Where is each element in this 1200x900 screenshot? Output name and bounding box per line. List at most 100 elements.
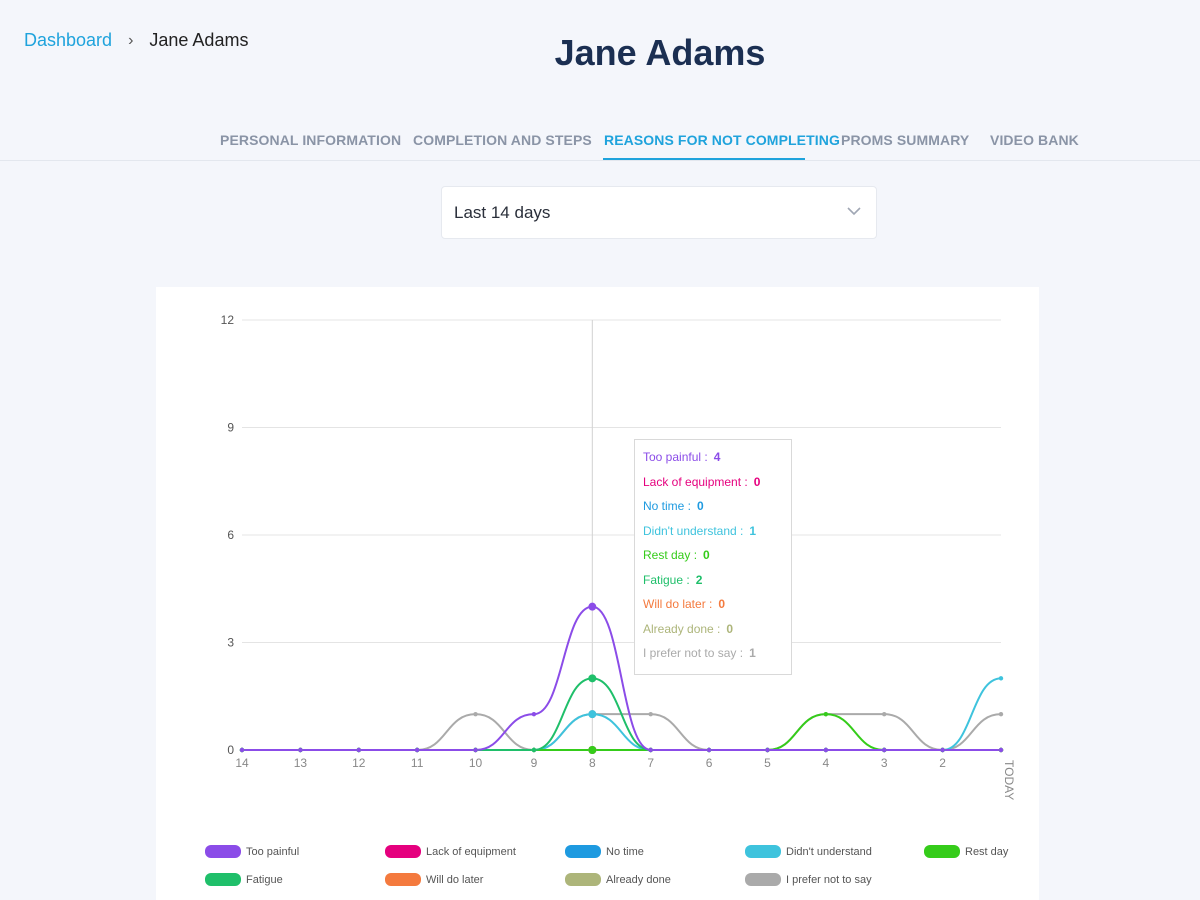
data-point [882, 711, 887, 717]
data-point [706, 747, 712, 753]
x-tick-label: 3 [881, 756, 888, 770]
tooltip-row: No time : 0 [643, 499, 783, 524]
data-point [648, 711, 653, 717]
legend-item[interactable]: Didn't understand [745, 845, 872, 858]
legend-swatch [924, 845, 960, 858]
legend-label: Fatigue [246, 873, 283, 886]
y-tick-label: 0 [227, 743, 234, 757]
breadcrumb-separator: › [128, 31, 134, 49]
data-point [239, 747, 245, 753]
data-point [588, 710, 597, 719]
legend-swatch [385, 845, 421, 858]
data-point [998, 747, 1004, 753]
tooltip-label: Will do later : [643, 597, 713, 611]
tooltip-value: 0 [718, 597, 726, 611]
legend-swatch [385, 873, 421, 886]
tooltip-value: 4 [713, 450, 721, 464]
x-tick-label: 13 [294, 756, 308, 770]
legend-item[interactable]: Already done [565, 873, 671, 886]
tooltip-label: I prefer not to say : [643, 646, 744, 660]
breadcrumb: Dashboard › Jane Adams [24, 30, 248, 51]
tooltip-label: No time : [643, 499, 692, 513]
tooltip-value: 1 [749, 523, 757, 538]
data-point [414, 747, 420, 753]
x-tick-label: 5 [764, 756, 771, 770]
chart-tooltip: Too painful : 4 Lack of equipment :0 No tim… [634, 439, 792, 675]
x-tick-label: 11 [411, 756, 424, 770]
data-point [473, 747, 478, 753]
tooltip-label: Fatigue : [643, 572, 690, 587]
tooltip-label: Didn't understand : [643, 523, 744, 538]
legend-item[interactable]: Fatigue [205, 873, 283, 886]
x-tick-label: 6 [706, 756, 713, 770]
data-point [998, 711, 1004, 717]
legend-label: Rest day [965, 845, 1009, 858]
tooltip-row: Too painful : 4 [643, 450, 783, 475]
data-point [531, 747, 537, 753]
legend-item[interactable]: Lack of equipment [385, 845, 516, 858]
x-tick-label: 2 [939, 756, 946, 770]
period-select[interactable]: Last 14 days [441, 186, 877, 239]
legend-item[interactable]: I prefer not to say [745, 873, 872, 886]
tooltip-row: Lack of equipment : 0 [643, 475, 783, 500]
x-tick-label: 9 [531, 756, 538, 770]
tooltip-row: Fatigue : 2 [643, 573, 783, 598]
data-point [588, 674, 597, 683]
tooltip-row: I prefer not to say : 1 [643, 646, 783, 671]
tab-video-bank[interactable]: VIDEO BANK [990, 132, 1079, 148]
legend-swatch [205, 845, 241, 858]
data-point [588, 746, 597, 754]
x-tick-label: 4 [823, 756, 830, 770]
tooltip-row: Already done : 0 [643, 622, 783, 647]
x-tick-label: 7 [647, 756, 654, 770]
legend-swatch [565, 845, 601, 858]
legend-item[interactable]: Will do later [385, 873, 483, 886]
legend-label: No time [606, 845, 644, 858]
legend-item[interactable]: No time [565, 845, 644, 858]
tooltip-row: Will do later : 0 [643, 597, 783, 622]
legend-label: Will do later [426, 873, 484, 886]
x-tick-label: 10 [469, 756, 483, 770]
y-tick-label: 6 [227, 528, 234, 542]
legend-label: Didn't understand [786, 845, 872, 858]
data-point [298, 747, 303, 753]
y-tick-label: 3 [227, 636, 234, 650]
legend-label: Too painful [246, 845, 300, 858]
legend-swatch [745, 845, 781, 858]
breadcrumb-current: Jane Adams [149, 30, 249, 50]
breadcrumb-dashboard-link[interactable]: Dashboard [24, 30, 113, 50]
tab-proms-summary[interactable]: PROMS SUMMARY [841, 132, 970, 148]
data-point [823, 747, 829, 753]
data-point [940, 747, 945, 753]
data-point [531, 711, 537, 717]
page-title: Jane Adams [554, 32, 766, 73]
tab-reasons-for-not-completing[interactable]: REASONS FOR NOT COMPLETING [604, 132, 840, 148]
legend-label: Lack of equipment [426, 845, 516, 858]
data-point [473, 711, 478, 717]
data-point [648, 747, 653, 753]
tooltip-value: 2 [695, 572, 703, 587]
data-point [765, 747, 770, 753]
legend-item[interactable]: Too painful [205, 845, 299, 858]
y-tick-label: 9 [227, 421, 234, 435]
chart-card: 0 3 6 9 12 14 13 12 11 10 9 8 7 6 5 4 3 2 TODAY Too painfu… [156, 287, 1039, 900]
x-tick-label: 14 [235, 756, 249, 770]
tooltip-value: 0 [753, 474, 761, 489]
legend-swatch [745, 873, 781, 886]
data-point [998, 676, 1004, 681]
data-point [588, 602, 597, 611]
tab-personal-information[interactable]: PERSONAL INFORMATION [220, 132, 402, 148]
legend-item[interactable]: Rest day [924, 845, 1008, 858]
y-tick-label: 12 [221, 313, 235, 327]
x-tick-label: 8 [589, 756, 596, 770]
data-point [356, 747, 361, 753]
tab-completion-and-steps[interactable]: COMPLETION AND STEPS [413, 132, 592, 148]
data-point [882, 747, 887, 753]
x-tick-label: TODAY [1002, 760, 1016, 800]
legend-label: I prefer not to say [786, 873, 872, 886]
active-tab-indicator [603, 158, 805, 160]
tooltip-label: Too painful : [643, 450, 708, 464]
legend-label: Already done [606, 873, 671, 886]
tooltip-row: Didn't understand : 1 [643, 524, 783, 549]
